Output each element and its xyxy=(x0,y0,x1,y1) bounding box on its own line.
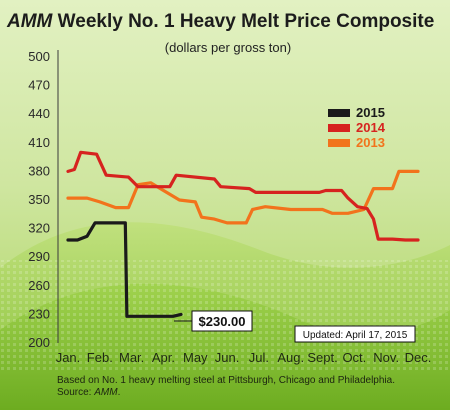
y-tick-label: 410 xyxy=(28,135,50,150)
callout-box xyxy=(191,310,253,332)
series-line-2014 xyxy=(66,150,420,242)
y-tick-labels: 200 230 260 290 320 350 380 410 440 470 500 xyxy=(28,49,50,350)
x-tick-label: May xyxy=(183,350,208,365)
legend-label-2013: 2013 xyxy=(356,135,385,150)
y-tick-label: 470 xyxy=(28,78,50,93)
y-tick-label: 350 xyxy=(28,192,50,207)
updated-box xyxy=(294,325,416,343)
x-tick-label: Feb. xyxy=(87,350,113,365)
series-line-2015 xyxy=(66,221,183,318)
legend-swatch-2013 xyxy=(328,139,350,147)
y-tick-label: 230 xyxy=(28,306,50,321)
x-tick-label: Jul. xyxy=(249,350,269,365)
x-tick-label: Oct. xyxy=(342,350,366,365)
legend-label-2015: 2015 xyxy=(356,105,385,120)
y-tick-label: 290 xyxy=(28,249,50,264)
x-tick-label: Dec. xyxy=(405,350,432,365)
chart-title-rest: Weekly No. 1 Heavy Melt Price Composite xyxy=(52,11,434,32)
chart-title: AMM Weekly No. 1 Heavy Melt Price Compos… xyxy=(6,11,434,32)
legend-swatch-2014 xyxy=(328,124,350,132)
x-tick-labels: Jan. Feb. Mar. Apr. May Jun. Jul. Aug. Sept. Oct.… xyxy=(56,350,432,365)
series-lines xyxy=(66,150,420,318)
chart-subtitle: (dollars per gross ton) xyxy=(165,40,291,55)
y-tick-label: 320 xyxy=(28,221,50,236)
footnote-source-prefix: Source: xyxy=(57,387,94,398)
footnote-source-suffix: . xyxy=(118,387,121,398)
footnote-source: Source: AMM. xyxy=(57,387,120,398)
callout-value: $230.00 xyxy=(199,314,246,329)
y-tick-label: 500 xyxy=(28,49,50,64)
x-tick-label: Mar. xyxy=(119,350,144,365)
x-tick-label: Sept. xyxy=(307,350,337,365)
chart-title-amm: AMM xyxy=(6,11,54,32)
x-tick-label: Aug. xyxy=(277,350,304,365)
x-tick-label: Nov. xyxy=(373,350,399,365)
legend-swatch-2015 xyxy=(328,109,350,117)
x-tick-label: Jan. xyxy=(56,350,81,365)
x-tick-label: Jun. xyxy=(215,350,240,365)
y-tick-label: 380 xyxy=(28,163,50,178)
legend-label-2014: 2014 xyxy=(356,120,386,135)
y-tick-label: 440 xyxy=(28,106,50,121)
y-tick-label: 260 xyxy=(28,278,50,293)
footnote-source-name: AMM xyxy=(93,387,118,398)
x-tick-label: Apr. xyxy=(152,350,175,365)
y-tick-label: 200 xyxy=(28,335,50,350)
updated-label: Updated: April 17, 2015 xyxy=(303,330,408,341)
footnote-line1: Based on No. 1 heavy melting steel at Pi… xyxy=(57,375,395,386)
